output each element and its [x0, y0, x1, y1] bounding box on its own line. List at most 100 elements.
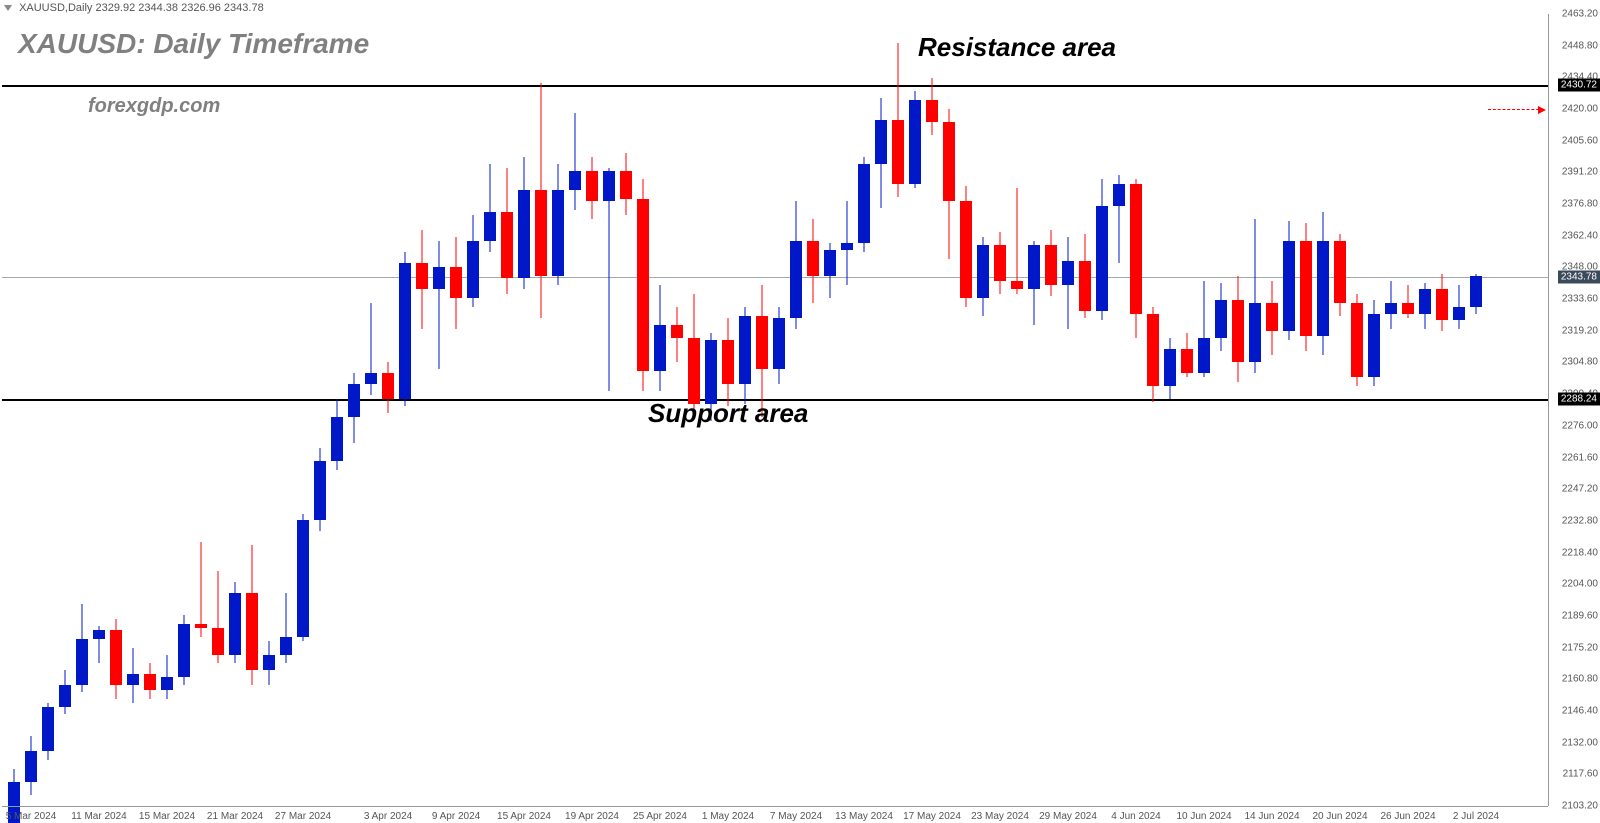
symbol-line: XAUUSD,Daily 2329.92 2344.38 2326.96 234… [19, 2, 264, 14]
candle [433, 14, 445, 806]
candle [892, 14, 904, 806]
candle [1436, 14, 1448, 806]
candle [450, 14, 462, 806]
candle [1181, 14, 1193, 806]
candle [569, 14, 581, 806]
candle [535, 14, 547, 806]
candle [314, 14, 326, 806]
watermark: forexgdp.com [88, 95, 220, 118]
y-tick-label: 2160.80 [1562, 674, 1598, 685]
candle [1147, 14, 1159, 806]
candle [1402, 14, 1414, 806]
y-tick-label: 2117.60 [1563, 769, 1598, 780]
x-tick-label: 5 Mar 2024 [6, 811, 57, 822]
x-tick-label: 4 Jun 2024 [1111, 811, 1161, 822]
candle [518, 14, 530, 806]
candle [399, 14, 411, 806]
x-tick-label: 26 Jun 2024 [1380, 811, 1435, 822]
candle [1232, 14, 1244, 806]
candle [1419, 14, 1431, 806]
y-tick-label: 2420.00 [1562, 104, 1598, 115]
y-tick-label: 2376.80 [1562, 199, 1598, 210]
x-tick-label: 20 Jun 2024 [1312, 811, 1367, 822]
x-tick-label: 11 Mar 2024 [71, 811, 126, 822]
candle [1283, 14, 1295, 806]
x-tick-label: 3 Apr 2024 [364, 811, 412, 822]
candle [229, 14, 241, 806]
x-tick-label: 10 Jun 2024 [1176, 811, 1231, 822]
x-tick-label: 9 Apr 2024 [432, 811, 480, 822]
candle [1385, 14, 1397, 806]
x-tick-label: 21 Mar 2024 [207, 811, 263, 822]
candle [8, 14, 20, 806]
x-tick-label: 19 Apr 2024 [565, 811, 619, 822]
candle [586, 14, 598, 806]
price-tag: 2343.78 [1558, 270, 1600, 283]
candle [178, 14, 190, 806]
candle [416, 14, 428, 806]
candle [1368, 14, 1380, 806]
candle [841, 14, 853, 806]
candle [994, 14, 1006, 806]
candle [1011, 14, 1023, 806]
chart-title: XAUUSD: Daily Timeframe [18, 28, 369, 60]
candle [25, 14, 37, 806]
candle [348, 14, 360, 806]
x-tick-label: 29 May 2024 [1039, 811, 1097, 822]
candle [603, 14, 615, 806]
candle [960, 14, 972, 806]
y-tick-label: 2304.80 [1562, 357, 1598, 368]
candle [1198, 14, 1210, 806]
projection-arrow [1488, 109, 1544, 110]
candle [1079, 14, 1091, 806]
candle [1334, 14, 1346, 806]
x-tick-label: 23 May 2024 [971, 811, 1029, 822]
candle [1096, 14, 1108, 806]
candle [807, 14, 819, 806]
y-tick-label: 2247.20 [1562, 484, 1598, 495]
x-tick-label: 15 Apr 2024 [497, 811, 551, 822]
candle [1113, 14, 1125, 806]
candle [144, 14, 156, 806]
candle [467, 14, 479, 806]
candle [926, 14, 938, 806]
symbol-header: XAUUSD,Daily 2329.92 2344.38 2326.96 234… [4, 2, 264, 14]
candle [212, 14, 224, 806]
y-tick-label: 2391.20 [1562, 167, 1598, 178]
y-tick-label: 2103.20 [1562, 801, 1598, 812]
candle [331, 14, 343, 806]
y-tick-label: 2218.40 [1562, 547, 1598, 558]
candle [1470, 14, 1482, 806]
candle [909, 14, 921, 806]
y-tick-label: 2189.60 [1562, 610, 1598, 621]
y-tick-label: 2405.60 [1562, 135, 1598, 146]
candle [161, 14, 173, 806]
candle [1130, 14, 1142, 806]
candle [1164, 14, 1176, 806]
candle [365, 14, 377, 806]
candle [1300, 14, 1312, 806]
y-tick-label: 2333.60 [1562, 294, 1598, 305]
x-tick-label: 27 Mar 2024 [275, 811, 331, 822]
x-axis: 5 Mar 202411 Mar 202415 Mar 202421 Mar 2… [2, 806, 1548, 823]
chart-root: XAUUSD,Daily 2329.92 2344.38 2326.96 234… [0, 0, 1600, 823]
candle [858, 14, 870, 806]
candle [246, 14, 258, 806]
candle [977, 14, 989, 806]
candle [76, 14, 88, 806]
x-tick-label: 17 May 2024 [903, 811, 961, 822]
x-tick-label: 14 Jun 2024 [1244, 811, 1299, 822]
candle [552, 14, 564, 806]
candle [1215, 14, 1227, 806]
candle [484, 14, 496, 806]
candle [93, 14, 105, 806]
candle [1062, 14, 1074, 806]
candle [875, 14, 887, 806]
dropdown-icon[interactable] [4, 5, 12, 11]
candle [824, 14, 836, 806]
candle [42, 14, 54, 806]
y-tick-label: 2319.20 [1562, 325, 1598, 336]
x-tick-label: 13 May 2024 [835, 811, 893, 822]
y-tick-label: 2175.20 [1562, 642, 1598, 653]
resistance-label: Resistance area [918, 32, 1116, 63]
